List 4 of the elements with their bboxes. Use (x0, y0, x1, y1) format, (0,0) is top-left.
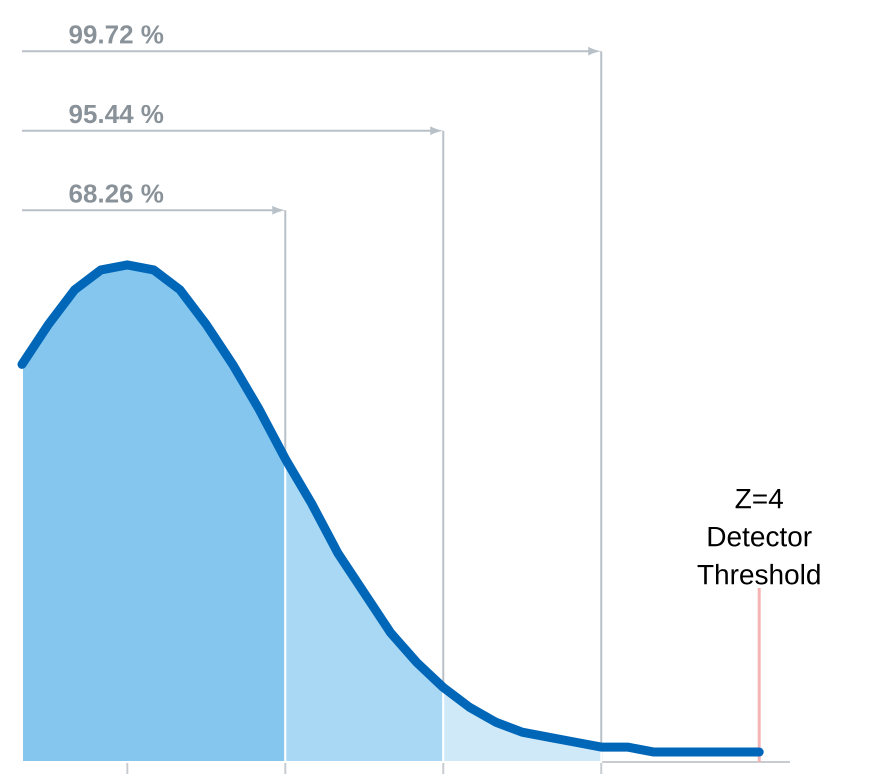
text: 99.72 % (69, 25, 164, 44)
annotation: Z=4 Detector Threshold (698, 488, 820, 585)
text: 95.44 % (69, 104, 164, 124)
text: 68.26 % (69, 184, 164, 203)
